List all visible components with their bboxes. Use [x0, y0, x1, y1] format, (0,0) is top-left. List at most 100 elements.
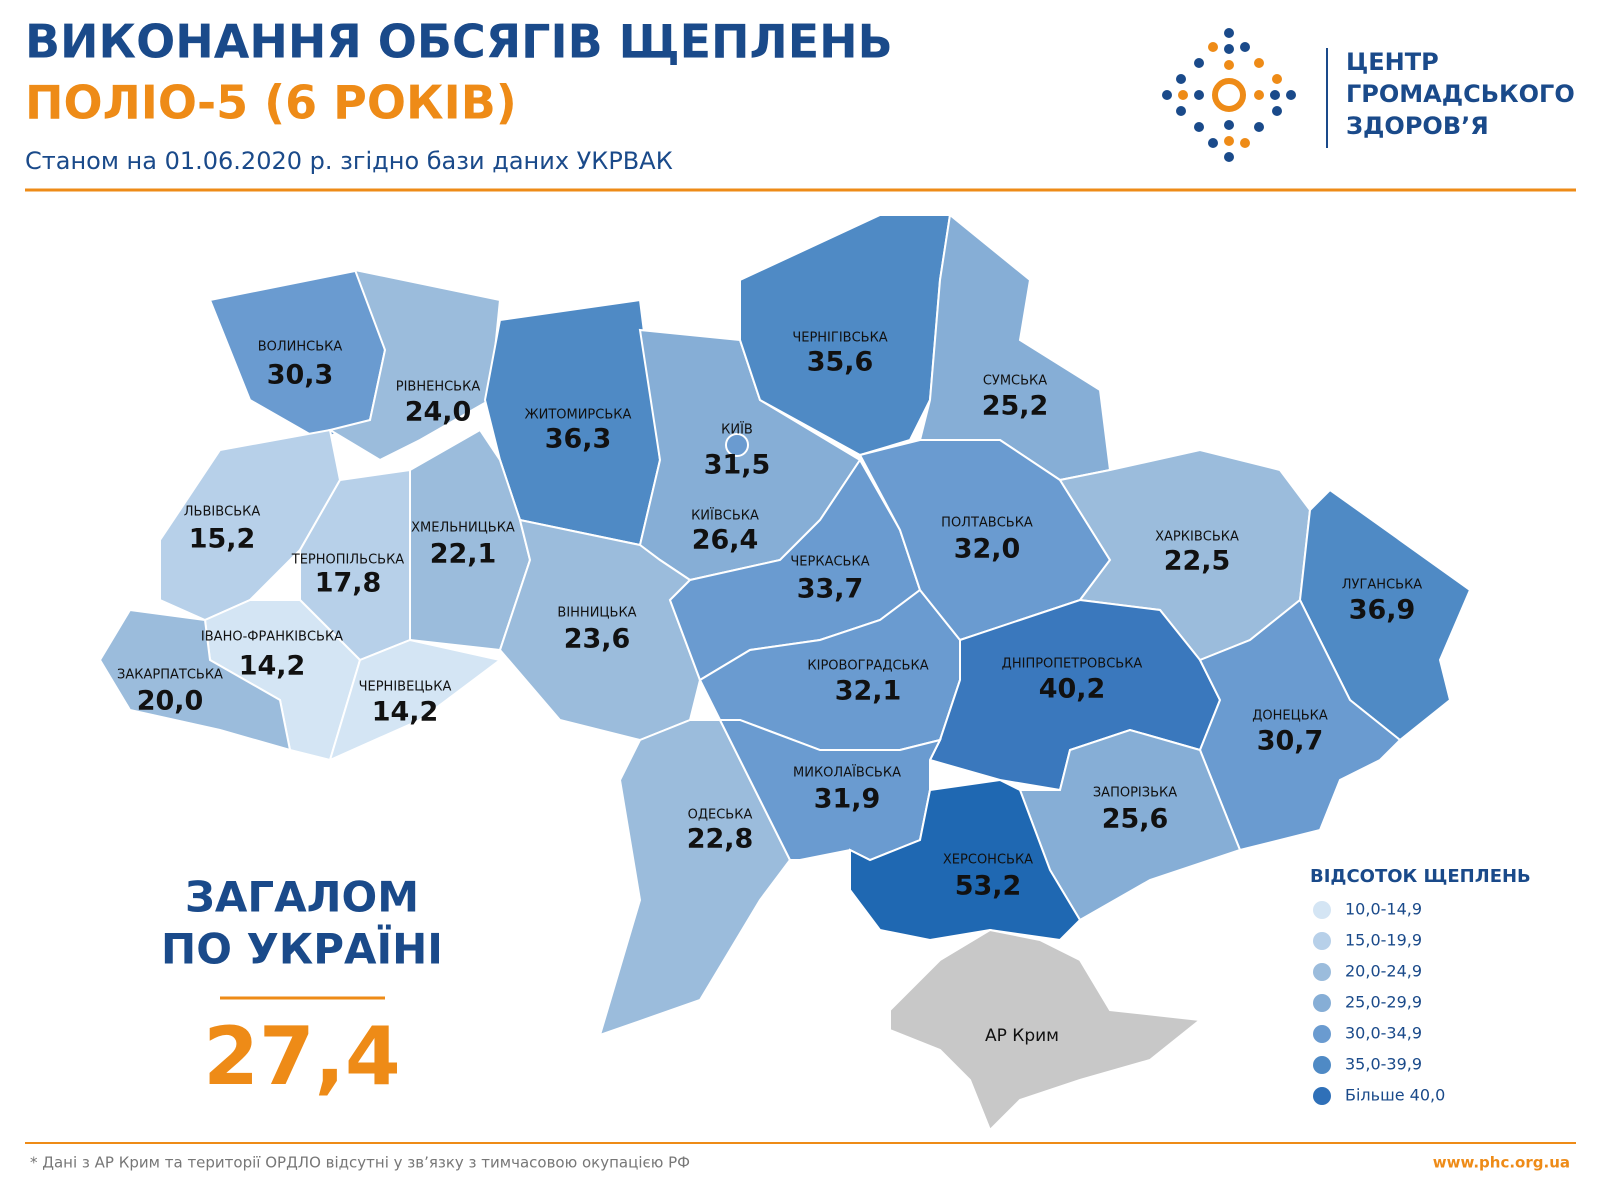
- logo-dot: [1208, 138, 1218, 148]
- url: www.phc.org.ua: [1433, 1154, 1570, 1172]
- logo-dot: [1176, 74, 1186, 84]
- legend-label: 15,0-19,9: [1345, 931, 1422, 950]
- legend-swatch: [1313, 1025, 1331, 1043]
- kyiv-city: [725, 433, 749, 457]
- region-value: 36,9: [1349, 595, 1416, 626]
- region-value: 31,9: [814, 784, 881, 815]
- title: ВИКОНАННЯ ОБСЯГІВ ЩЕПЛЕНЬ: [25, 15, 893, 69]
- region: [849, 778, 1082, 942]
- region-value: 22,5: [1164, 546, 1231, 577]
- region-name: ЗАКАРПАТСЬКА: [117, 668, 223, 683]
- logo-dot: [1254, 90, 1264, 100]
- logo-dot: [1272, 74, 1282, 84]
- region-name: ЖИТОМИРСЬКА: [525, 408, 632, 423]
- region-name: ВІННИЦЬКА: [557, 606, 636, 621]
- region-name: ХМЕЛЬНИЦЬКА: [411, 521, 515, 536]
- region-value: 36,3: [545, 424, 612, 455]
- region-value: 17,8: [315, 568, 382, 599]
- legend-swatch: [1313, 994, 1331, 1012]
- legend-label: 35,0-39,9: [1345, 1055, 1422, 1074]
- kyiv-name: КИЇВ: [721, 422, 753, 438]
- region: [1018, 728, 1242, 922]
- legend-swatch: [1313, 1087, 1331, 1105]
- logo-dot: [1208, 42, 1218, 52]
- logo-dot: [1272, 106, 1282, 116]
- legend-swatch: [1313, 932, 1331, 950]
- crimea: [889, 928, 1203, 1132]
- logo-icon: [1162, 28, 1296, 162]
- region-value: 20,0: [137, 686, 204, 717]
- logo-dot: [1224, 28, 1234, 38]
- region-value: 25,6: [1102, 804, 1169, 835]
- legend-label: Більше 40,0: [1345, 1086, 1445, 1105]
- logo-dot: [1286, 90, 1296, 100]
- region: [328, 638, 503, 762]
- region-name: ОДЕСЬКА: [688, 808, 753, 823]
- region-value: 32,0: [954, 534, 1021, 565]
- region-value: 24,0: [405, 397, 472, 428]
- region-name: ЧЕРНІВЕЦЬКА: [359, 680, 452, 695]
- region-value: 26,4: [692, 525, 759, 556]
- logo-dot: [1240, 42, 1250, 52]
- total-label: ПО УКРАЇНІ: [161, 924, 443, 974]
- region-value: 23,6: [564, 624, 631, 655]
- region-value: 40,2: [1039, 674, 1106, 705]
- logo-dot: [1162, 90, 1172, 100]
- logo-dot: [1224, 44, 1234, 54]
- logo-dot: [1224, 120, 1234, 130]
- total-value: 27,4: [203, 1010, 400, 1103]
- total-label: ЗАГАЛОМ: [185, 873, 419, 922]
- logo-dot: [1178, 90, 1188, 100]
- region-name: СУМСЬКА: [983, 374, 1047, 389]
- region-name: ХАРКІВСЬКА: [1155, 530, 1239, 545]
- region-value: 30,7: [1257, 726, 1324, 757]
- subtitle: Станом на 01.06.2020 р. згідно бази дани…: [25, 147, 673, 175]
- title-line2: ПОЛІО-5 (6 РОКІВ): [25, 76, 517, 130]
- legend-swatch: [1313, 1056, 1331, 1074]
- logo-ring: [1212, 78, 1246, 112]
- region-name: ЧЕРНІГІВСЬКА: [792, 331, 887, 346]
- logo-dot: [1224, 136, 1234, 146]
- logo-dot: [1240, 138, 1250, 148]
- region-name: ВОЛИНСЬКА: [258, 340, 343, 355]
- legend-label: 10,0-14,9: [1345, 900, 1422, 919]
- logo-dot: [1194, 90, 1204, 100]
- region-value: 35,6: [807, 347, 874, 378]
- crimea-label: АР Крим: [985, 1026, 1059, 1046]
- region-value: 30,3: [267, 360, 334, 391]
- region-name: ЧЕРКАСЬКА: [790, 555, 869, 570]
- logo-dot: [1194, 58, 1204, 68]
- logo-dot: [1224, 60, 1234, 70]
- region-value: 14,2: [239, 651, 306, 682]
- legend: 10,0-14,9 15,0-19,9 20,0-24,9 25,0-29,9 30,0…: [1313, 900, 1445, 1105]
- logo-text: ГРОМАДСЬКОГО: [1346, 80, 1575, 108]
- region-name: РІВНЕНСЬКА: [396, 380, 481, 395]
- region-name: КИЇВСЬКА: [691, 508, 759, 524]
- region-name: ПОЛТАВСЬКА: [941, 516, 1033, 531]
- logo-dot: [1224, 152, 1234, 162]
- logo-text: ЗДОРОВ’Я: [1346, 112, 1489, 140]
- legend-title: ВІДСОТОК ЩЕПЛЕНЬ: [1310, 866, 1531, 887]
- region: [208, 268, 387, 442]
- region-name: ДОНЕЦЬКА: [1252, 709, 1328, 724]
- logo-dot: [1194, 122, 1204, 132]
- region-name: ЗАПОРІЗЬКА: [1093, 786, 1177, 801]
- legend-label: 20,0-24,9: [1345, 962, 1422, 981]
- logo-dot: [1176, 106, 1186, 116]
- region-name: ХЕРСОНСЬКА: [943, 853, 1033, 868]
- legend-label: 30,0-34,9: [1345, 1024, 1422, 1043]
- region-value: 22,8: [687, 824, 754, 855]
- kyiv-value: 31,5: [704, 450, 771, 481]
- region-name: ДНІПРОПЕТРОВСЬКА: [1002, 657, 1143, 672]
- region-value: 15,2: [189, 524, 256, 555]
- legend-swatch: [1313, 963, 1331, 981]
- map: АР Крим ВОЛИНСЬКА 30,3 РІВНЕНСЬКА 24,0 ЖИТОМИ…: [98, 213, 1472, 1132]
- logo-dot: [1254, 122, 1264, 132]
- region: [739, 214, 952, 457]
- logo-dot: [1254, 58, 1264, 68]
- region-name: КІРОВОГРАДСЬКА: [807, 659, 928, 674]
- legend-label: 25,0-29,9: [1345, 993, 1422, 1012]
- region-value: 25,2: [982, 391, 1049, 422]
